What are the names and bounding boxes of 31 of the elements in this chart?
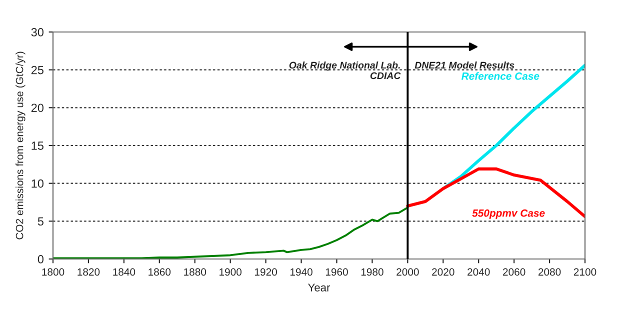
y-tick-label: 20 bbox=[31, 104, 44, 112]
y-tick-label: 15 bbox=[32, 142, 44, 150]
x-tick-label: 2020 bbox=[432, 268, 454, 276]
x-tick-label: 1960 bbox=[326, 268, 348, 276]
x-tick-label: 1940 bbox=[290, 268, 312, 276]
x-tick-label: 1980 bbox=[361, 268, 384, 276]
x-tick-label: 2100 bbox=[574, 268, 596, 276]
y-axis-title: CO2 emissions from energy use (GtC/yr) bbox=[16, 52, 26, 240]
y-tick-label: 30 bbox=[31, 28, 44, 36]
x-tick-label: 1900 bbox=[220, 268, 242, 276]
x-axis-title: Year bbox=[308, 284, 330, 292]
x-tick-label: 1840 bbox=[113, 268, 136, 276]
annotation: DNE21 Model Results bbox=[414, 62, 514, 69]
line-series bbox=[406, 167, 585, 218]
annotation: Oak Ridge National Lab. CDIAC bbox=[289, 62, 401, 80]
x-tick-label: 2080 bbox=[538, 268, 561, 276]
line-series bbox=[53, 206, 409, 259]
x-tick-label: 2000 bbox=[396, 268, 419, 276]
y-tick-label: 25 bbox=[31, 66, 44, 74]
x-tick-label: 1920 bbox=[255, 268, 277, 276]
x-tick-label: 1860 bbox=[148, 268, 171, 276]
x-tick-label: 2060 bbox=[503, 268, 526, 276]
x-tick-label: 1820 bbox=[78, 268, 100, 276]
y-tick-label: 5 bbox=[38, 217, 44, 226]
x-tick-label: 2040 bbox=[468, 268, 490, 276]
y-tick-label: 10 bbox=[32, 179, 44, 188]
y-tick-label: 0 bbox=[38, 255, 44, 264]
x-tick-label: 1800 bbox=[42, 268, 64, 276]
x-tick-label: 1880 bbox=[184, 268, 206, 276]
series-label: 550ppmv Case bbox=[472, 209, 545, 219]
series-label: Reference Case bbox=[462, 72, 540, 80]
